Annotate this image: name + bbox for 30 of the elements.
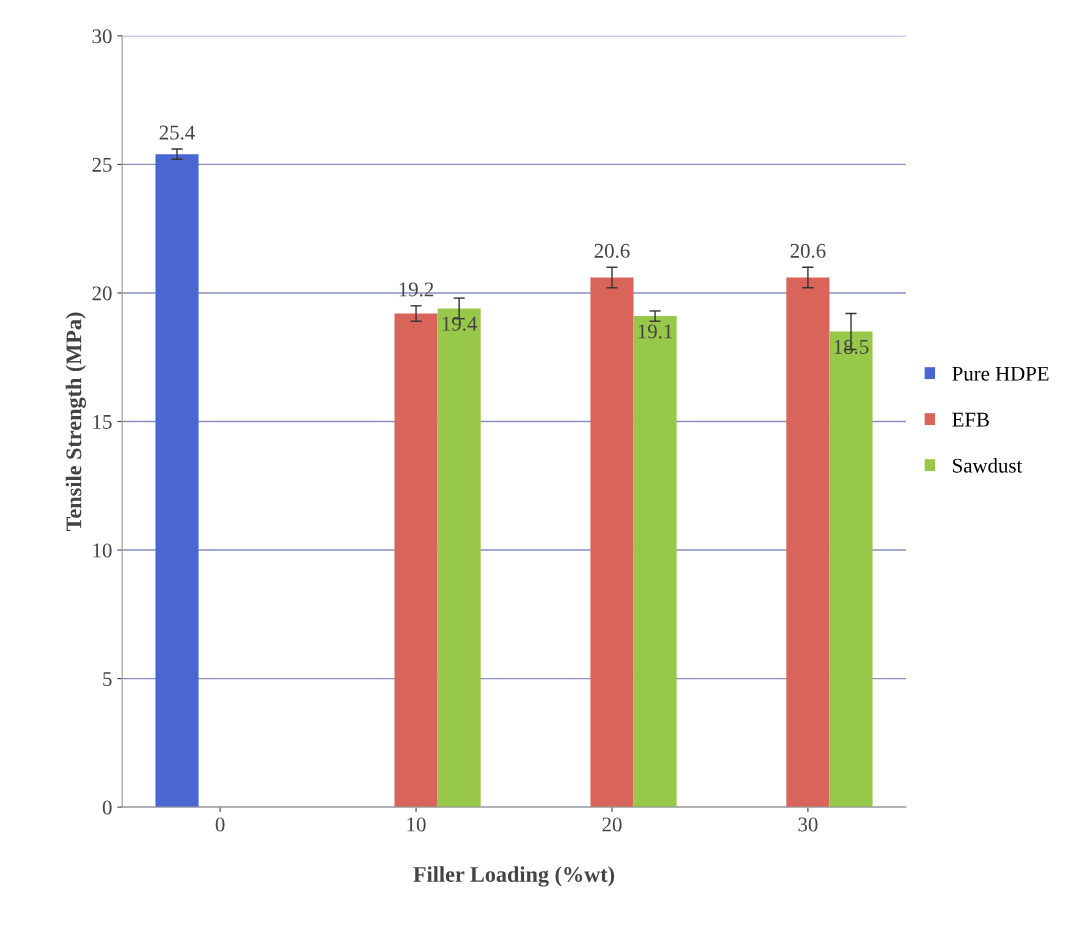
- legend-label: EFB: [952, 412, 989, 427]
- bar: [829, 331, 873, 808]
- legend-label: Sawdust: [953, 458, 1023, 473]
- x-tick-label: 30: [798, 817, 818, 832]
- x-tick-label: 10: [407, 817, 426, 832]
- x-tick-label: 20: [602, 817, 622, 832]
- y-tick-label: 20: [92, 286, 112, 301]
- data-label: 19.2: [399, 282, 434, 297]
- bar: [155, 154, 199, 808]
- y-tick-label: 25: [92, 157, 112, 172]
- data-label: 25.4: [159, 125, 195, 140]
- y-tick-label: 0: [102, 800, 112, 815]
- data-label: 20.6: [594, 243, 630, 258]
- x-axis-title: Filler Loading (%wt): [413, 866, 615, 887]
- bar: [437, 308, 481, 808]
- y-tick-label: 15: [93, 414, 112, 429]
- y-tick-label: 30: [92, 29, 112, 44]
- legend-label: Pure HDPE: [952, 366, 1049, 381]
- data-label: 19.1: [638, 324, 673, 339]
- y-axis-title: Tensile Strength (MPa): [65, 312, 87, 532]
- bar: [394, 313, 438, 808]
- data-label: 18.5: [834, 339, 869, 354]
- y-tick-label: 10: [93, 543, 112, 558]
- bar: [590, 277, 634, 808]
- data-label: 20.6: [790, 243, 826, 258]
- y-tick-label: 5: [103, 672, 112, 687]
- data-label: 19.4: [442, 316, 478, 331]
- bar: [633, 316, 677, 808]
- bar: [786, 277, 830, 808]
- x-tick-label: 0: [215, 817, 225, 832]
